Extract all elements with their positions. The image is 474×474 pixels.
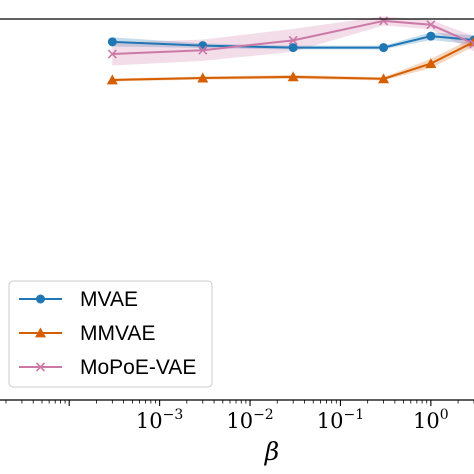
x-axis-ticks: 10−3 10−2 10−1 100 [5, 400, 474, 433]
point-mmvae [425, 58, 437, 68]
point-mvae [107, 37, 117, 47]
line-mvae [112, 35, 474, 49]
x-tick-label: 10−3 [136, 407, 183, 433]
legend-marker-mopoe-vae [35, 362, 46, 372]
point-mmvae [468, 36, 474, 47]
line-mopoe-vae [112, 19, 474, 56]
point-mmvae [287, 71, 299, 82]
point-mmvae [106, 74, 118, 85]
point-mmvae [378, 73, 390, 84]
legend-label-mmvae: MMVAE [80, 322, 155, 345]
legend: MVAE MMVAE MoPoE-VAE [8, 280, 213, 388]
series-lines [112, 19, 474, 81]
legend-label-mvae: MVAE [80, 288, 138, 311]
point-mvae [426, 31, 436, 41]
legend-box [8, 280, 213, 388]
x-axis-label: β [264, 437, 279, 466]
series-markers [106, 16, 474, 85]
point-mopoe-vae [107, 49, 117, 59]
x-tick-label: 10−1 [317, 407, 364, 433]
x-tick-label: 100 [413, 407, 449, 433]
point-mopoe-vae [288, 35, 298, 45]
x-tick-label: 10−2 [226, 407, 273, 433]
point-mvae [288, 43, 298, 53]
legend-marker-mmvae [35, 327, 46, 338]
point-mopoe-vae [379, 16, 389, 26]
legend-marker-mvae [36, 294, 45, 304]
point-mvae [379, 43, 389, 53]
point-mopoe-vae [426, 20, 436, 30]
point-mvae [198, 41, 208, 51]
legend-label-mopoe-vae: MoPoE-VAE [80, 356, 196, 379]
point-mopoe-vae [198, 45, 208, 55]
point-mmvae [197, 72, 209, 83]
point-mopoe-vae [469, 39, 474, 49]
line-mmvae [112, 40, 474, 81]
